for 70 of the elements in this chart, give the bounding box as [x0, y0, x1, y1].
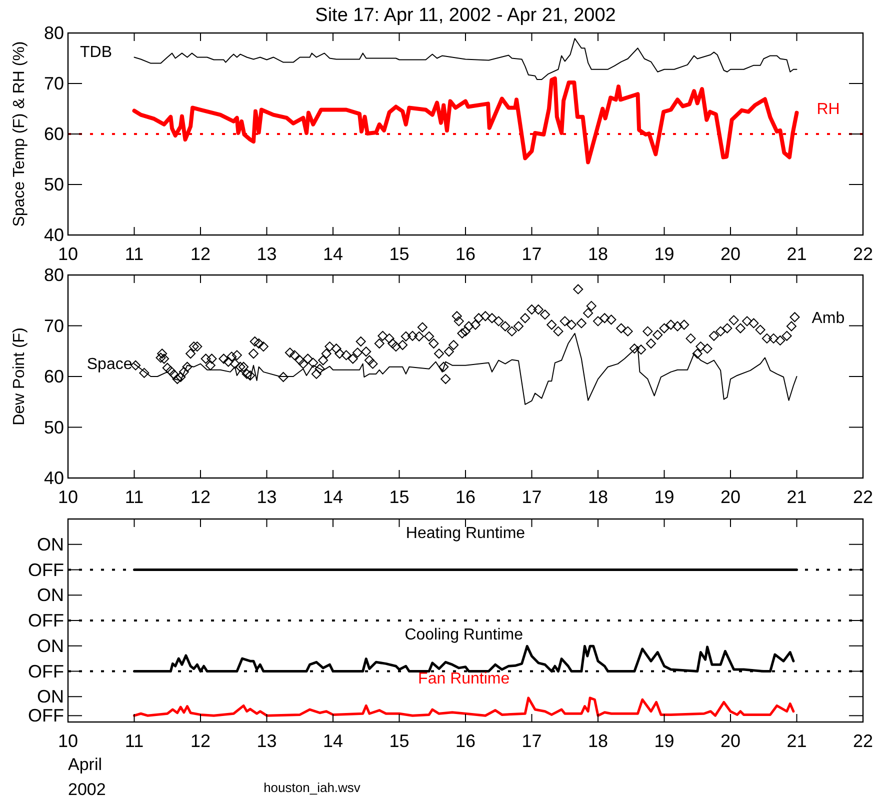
x-tick-label: 14: [322, 487, 344, 507]
y-tick-label: 70: [44, 74, 64, 94]
x-tick-label: 15: [389, 244, 410, 264]
y-tick-label: 60: [44, 366, 64, 386]
x-tick-label: 13: [256, 731, 277, 751]
x-tick-label: 14: [322, 244, 344, 264]
text: OFF: [28, 661, 64, 682]
text: houston_iah.wsv: [264, 780, 361, 795]
x-tick-label: 19: [654, 244, 674, 264]
y-tick-label: 40: [44, 225, 64, 245]
y-tick-label: 80: [44, 265, 64, 285]
x-tick-label: 15: [389, 731, 410, 751]
text: ON: [37, 534, 64, 554]
x-tick-label: 14: [322, 731, 344, 751]
x-tick-label: 17: [522, 244, 542, 264]
x-tick-label: 18: [588, 731, 608, 751]
x-tick-label: 21: [786, 731, 807, 751]
x-tick-label: 16: [455, 244, 476, 264]
x-tick-label: 17: [522, 731, 542, 751]
x-tick-label: 19: [654, 731, 674, 751]
legend-label: Heating Runtime: [406, 524, 526, 542]
series-label: Space: [86, 356, 132, 373]
text: OFF: [28, 706, 64, 726]
x-tick-label: 10: [58, 731, 78, 751]
y-axis-title: Space Temp (F) & RH (%): [11, 41, 28, 227]
x-tick-label: 21: [786, 487, 807, 507]
text: ON: [37, 686, 64, 707]
x-axis-title: April 2002: [68, 755, 106, 799]
y-tick-label: 50: [44, 174, 64, 194]
x-tick-label: 22: [852, 244, 874, 264]
x-tick-label: 20: [720, 244, 741, 264]
x-tick-label: 10: [58, 244, 78, 264]
text: OFF: [28, 560, 64, 580]
x-tick-label: 19: [654, 487, 674, 507]
x-tick-label: 16: [455, 487, 476, 507]
series-label: Cooling Runtime: [404, 626, 524, 644]
x-tick-label: 17: [522, 487, 542, 507]
x-tick-label: 11: [124, 487, 144, 507]
series-label: RH: [816, 100, 840, 118]
chart-title: Site 17: Apr 11, 2002 - Apr 21, 2002: [315, 5, 616, 26]
x-tick-label: 20: [720, 487, 741, 507]
x-tick-label: 13: [256, 487, 277, 507]
x-tick-label: 16: [455, 731, 476, 751]
legend-label: Amb: [812, 310, 845, 328]
line-series: [134, 38, 798, 80]
x-tick-label: 13: [256, 244, 277, 264]
text: ON: [37, 636, 64, 656]
x-tick-label: 10: [58, 487, 78, 507]
y-tick-label: 60: [44, 124, 64, 144]
y-axis-title: Dew Point (F): [11, 328, 28, 426]
x-tick-label: 11: [124, 731, 144, 751]
text: OFF: [28, 610, 64, 630]
y-tick-label: 80: [44, 23, 64, 43]
x-tick-label: 18: [588, 487, 608, 507]
y-tick-label: 70: [44, 316, 64, 336]
x-tick-label: 20: [720, 731, 741, 751]
x-tick-label: 18: [588, 244, 608, 264]
x-tick-label: 22: [852, 731, 874, 751]
x-tick-label: 21: [786, 244, 807, 264]
series-label: Fan Runtime: [418, 670, 510, 688]
x-tick-label: 12: [190, 731, 211, 751]
x-tick-label: 11: [124, 244, 144, 264]
x-tick-label: 12: [190, 244, 211, 264]
y-tick-label: 40: [44, 468, 64, 488]
x-tick-label: 12: [190, 487, 211, 507]
y-tick-label: 50: [44, 417, 64, 438]
series-label: TDB: [80, 44, 112, 61]
text: ON: [37, 585, 64, 606]
x-tick-label: 15: [389, 487, 410, 507]
x-tick-label: 22: [852, 487, 874, 507]
